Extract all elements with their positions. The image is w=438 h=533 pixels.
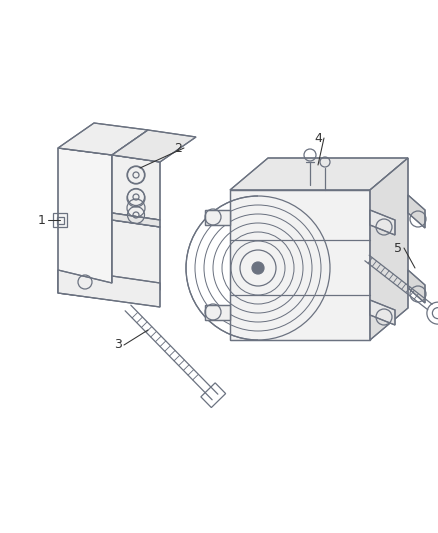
Polygon shape [370, 210, 395, 235]
Polygon shape [58, 123, 148, 155]
Text: 1: 1 [38, 214, 46, 227]
Polygon shape [408, 270, 425, 303]
Polygon shape [112, 213, 160, 227]
Polygon shape [58, 270, 160, 307]
Polygon shape [408, 195, 425, 228]
Text: 5: 5 [394, 241, 402, 254]
Text: 2: 2 [174, 141, 182, 155]
Polygon shape [112, 220, 160, 290]
Polygon shape [112, 155, 160, 220]
Polygon shape [112, 130, 196, 162]
Circle shape [252, 262, 264, 274]
Polygon shape [370, 158, 408, 340]
Text: 3: 3 [114, 338, 122, 351]
Polygon shape [230, 158, 408, 190]
Polygon shape [370, 300, 395, 325]
Polygon shape [58, 148, 112, 300]
Polygon shape [205, 210, 230, 225]
Polygon shape [205, 305, 230, 320]
Text: 4: 4 [314, 132, 322, 144]
Polygon shape [230, 190, 370, 340]
